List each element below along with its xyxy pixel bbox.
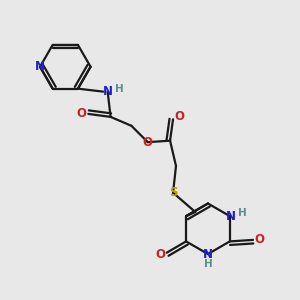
Text: N: N <box>226 210 236 223</box>
Text: O: O <box>77 107 87 120</box>
Text: N: N <box>35 60 45 73</box>
Text: O: O <box>143 136 153 149</box>
Text: S: S <box>169 186 177 199</box>
Text: O: O <box>155 248 165 261</box>
Text: O: O <box>255 233 265 246</box>
Text: H: H <box>115 84 123 94</box>
Text: O: O <box>174 110 184 123</box>
Text: N: N <box>103 85 112 98</box>
Text: H: H <box>238 208 247 218</box>
Text: H: H <box>204 259 212 269</box>
Text: N: N <box>203 248 213 260</box>
